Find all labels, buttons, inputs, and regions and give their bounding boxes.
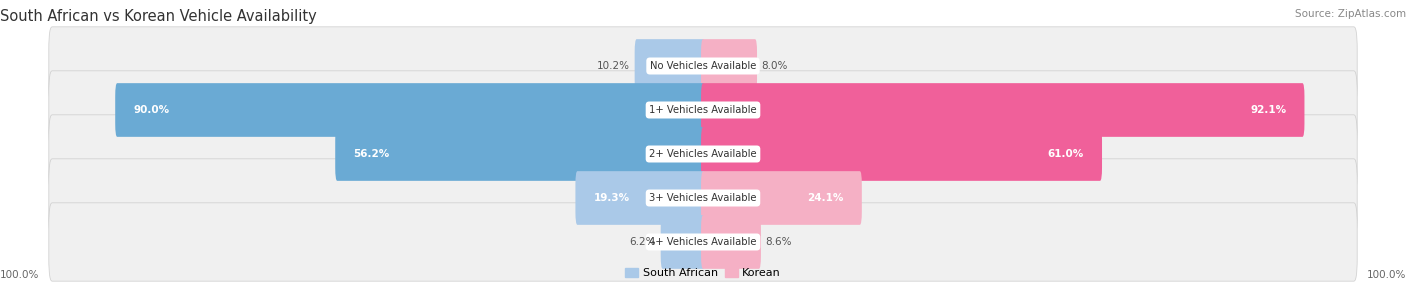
- FancyBboxPatch shape: [702, 171, 862, 225]
- Text: 61.0%: 61.0%: [1047, 149, 1084, 159]
- FancyBboxPatch shape: [49, 115, 1357, 193]
- Text: 56.2%: 56.2%: [353, 149, 389, 159]
- FancyBboxPatch shape: [49, 159, 1357, 237]
- FancyBboxPatch shape: [49, 71, 1357, 149]
- FancyBboxPatch shape: [661, 215, 704, 269]
- FancyBboxPatch shape: [634, 39, 704, 93]
- FancyBboxPatch shape: [49, 27, 1357, 105]
- Text: Source: ZipAtlas.com: Source: ZipAtlas.com: [1295, 9, 1406, 19]
- FancyBboxPatch shape: [49, 203, 1357, 281]
- Text: 6.2%: 6.2%: [630, 237, 657, 247]
- Text: 8.0%: 8.0%: [762, 61, 787, 71]
- Text: 100.0%: 100.0%: [1367, 270, 1406, 280]
- Text: 100.0%: 100.0%: [0, 270, 39, 280]
- Text: 90.0%: 90.0%: [134, 105, 170, 115]
- FancyBboxPatch shape: [335, 127, 704, 181]
- Text: 10.2%: 10.2%: [598, 61, 630, 71]
- FancyBboxPatch shape: [115, 83, 704, 137]
- Text: 1+ Vehicles Available: 1+ Vehicles Available: [650, 105, 756, 115]
- Text: No Vehicles Available: No Vehicles Available: [650, 61, 756, 71]
- Text: 2+ Vehicles Available: 2+ Vehicles Available: [650, 149, 756, 159]
- FancyBboxPatch shape: [575, 171, 704, 225]
- FancyBboxPatch shape: [702, 83, 1305, 137]
- Text: South African vs Korean Vehicle Availability: South African vs Korean Vehicle Availabi…: [0, 9, 316, 24]
- Text: 92.1%: 92.1%: [1250, 105, 1286, 115]
- Text: 19.3%: 19.3%: [593, 193, 630, 203]
- Text: 24.1%: 24.1%: [807, 193, 844, 203]
- Text: 8.6%: 8.6%: [765, 237, 792, 247]
- FancyBboxPatch shape: [702, 215, 761, 269]
- Text: 4+ Vehicles Available: 4+ Vehicles Available: [650, 237, 756, 247]
- FancyBboxPatch shape: [702, 127, 1102, 181]
- Text: 3+ Vehicles Available: 3+ Vehicles Available: [650, 193, 756, 203]
- FancyBboxPatch shape: [702, 39, 756, 93]
- Legend: South African, Korean: South African, Korean: [623, 266, 783, 281]
